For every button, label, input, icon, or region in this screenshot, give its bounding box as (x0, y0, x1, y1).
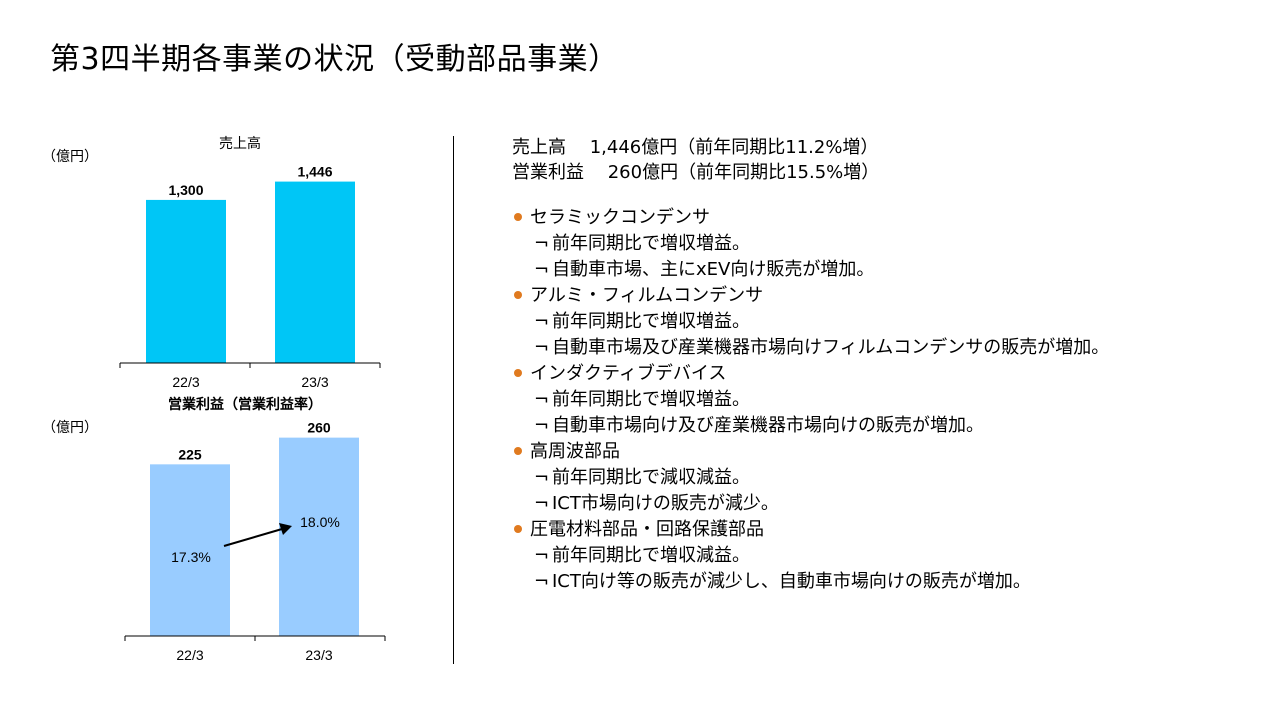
item-marker: ¬ (534, 389, 550, 410)
bar-23-3 (275, 181, 355, 363)
item-marker: ¬ (534, 545, 550, 566)
bullet-dot (514, 447, 522, 455)
section-item: ¬ ICT市場向けの販売が減少。 (512, 491, 1272, 517)
section-item: ¬ 自動車市場向け及び産業機器市場向けの販売が増加。 (512, 413, 1272, 439)
margin-change-arrow (223, 528, 283, 547)
item-marker: ¬ (534, 337, 550, 358)
section-ceramic-capacitors: セラミックコンデンサ ¬ 前年同期比で増収増益。 ¬ 自動車市場、主にxEV向け販売… (512, 205, 1272, 283)
section-item: ¬ 前年同期比で増収増益。 (512, 309, 1272, 335)
sales-chart-title: 売上高 (219, 135, 261, 151)
margin-label: 17.3% (171, 549, 211, 565)
summary-operating-profit: 営業利益 260億円（前年同期比15.5%増） (512, 162, 880, 183)
bar-23-3 (279, 437, 359, 636)
section-item: ¬ 前年同期比で増収減益。 (512, 543, 1272, 569)
margin-label: 18.0% (300, 514, 340, 530)
profit-chart: 営業利益（営業利益率） （億円） 225 22/3 17.3% 260 23/3 18.0… (42, 396, 386, 663)
data-label: 260 (307, 420, 331, 436)
section-item: ¬ ICT向け等の販売が減少し、自動車市場向けの販売が増加。 (512, 569, 1272, 595)
section-title: インダクティブデバイス (530, 363, 727, 384)
category-label: 23/3 (305, 647, 332, 663)
section-rf-components: 高周波部品 ¬ 前年同期比で減収減益。 ¬ ICT市場向けの販売が減少。 (512, 439, 1272, 517)
section-title: 圧電材料部品・回路保護部品 (530, 519, 764, 540)
section-item: ¬ 自動車市場及び産業機器市場向けフィルムコンデンサの販売が増加。 (512, 335, 1272, 361)
page-title: 第3四半期各事業の状況（受動部品事業） (50, 42, 619, 77)
item-marker: ¬ (534, 571, 550, 592)
bar-22-3 (150, 464, 230, 636)
category-label: 22/3 (176, 647, 203, 663)
data-label: 1,446 (297, 164, 332, 180)
item-marker: ¬ (534, 259, 550, 280)
item-marker: ¬ (534, 467, 550, 488)
section-title: アルミ・フィルムコンデンサ (530, 285, 764, 306)
section-title: セラミックコンデンサ (530, 207, 710, 228)
item-marker: ¬ (534, 233, 550, 254)
category-label: 23/3 (301, 374, 328, 390)
item-marker: ¬ (534, 493, 550, 514)
section-inductive-devices: インダクティブデバイス ¬ 前年同期比で増収増益。 ¬ 自動車市場向け及び産業機器市… (512, 361, 1272, 439)
data-label: 1,300 (168, 182, 203, 198)
category-label: 22/3 (172, 374, 199, 390)
bullet-dot (514, 369, 522, 377)
profit-chart-title: 営業利益（営業利益率） (168, 396, 322, 413)
section-piezo-circuit-protection: 圧電材料部品・回路保護部品 ¬ 前年同期比で増収減益。 ¬ ICT向け等の販売が減少… (512, 517, 1272, 595)
margin-change-arrowhead (279, 523, 292, 535)
data-label: 225 (178, 446, 202, 462)
section-item: ¬ 前年同期比で減収減益。 (512, 465, 1272, 491)
summary: 売上高 1,446億円（前年同期比11.2%増） 営業利益 260億円（前年同期比… (512, 135, 879, 185)
bullet-dot (514, 213, 522, 221)
section-aluminum-film-capacitors: アルミ・フィルムコンデンサ ¬ 前年同期比で増収増益。 ¬ 自動車市場及び産業機器市… (512, 283, 1272, 361)
bullet-dot (514, 525, 522, 533)
section-item: ¬ 前年同期比で増収増益。 (512, 387, 1272, 413)
segment-sections: セラミックコンデンサ ¬ 前年同期比で増収増益。 ¬ 自動車市場、主にxEV向け販売… (512, 205, 1272, 595)
sales-chart: 売上高 （億円） 1,300 22/3 1,446 23/3 (42, 135, 381, 390)
profit-chart-unit: （億円） (42, 420, 98, 436)
bullet-dot (514, 291, 522, 299)
section-title: 高周波部品 (530, 441, 620, 462)
section-item: ¬ 前年同期比で増収増益。 (512, 231, 1272, 257)
item-marker: ¬ (534, 311, 550, 332)
bar-22-3 (146, 199, 226, 363)
sales-chart-unit: （億円） (42, 149, 98, 165)
vertical-divider (453, 136, 454, 664)
item-marker: ¬ (534, 415, 550, 436)
summary-sales: 売上高 1,446億円（前年同期比11.2%増） (512, 137, 879, 158)
section-item: ¬ 自動車市場、主にxEV向け販売が増加。 (512, 257, 1272, 283)
